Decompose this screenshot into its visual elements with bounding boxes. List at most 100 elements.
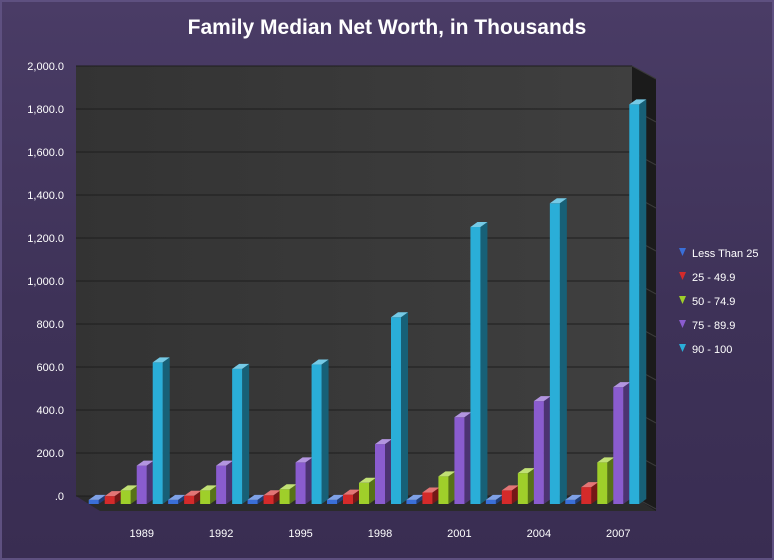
bar-top	[152, 357, 170, 363]
bar	[391, 312, 408, 504]
bar	[470, 221, 488, 504]
bar-front	[470, 226, 481, 504]
y-tick-label: 1,800.0	[27, 104, 64, 116]
bar	[200, 485, 218, 504]
bar-side	[257, 494, 265, 504]
y-tick-label: 200.0	[36, 448, 64, 460]
bar	[454, 412, 472, 504]
legend-item: 25 - 49.9	[679, 272, 735, 284]
bar	[311, 359, 329, 504]
bar-top	[88, 494, 106, 500]
bar-front	[613, 387, 624, 504]
bar-top	[613, 382, 631, 388]
bar	[485, 494, 503, 504]
bar-side	[623, 382, 631, 504]
bar-top	[295, 457, 313, 463]
bar-side	[543, 396, 551, 504]
bar-side	[559, 198, 567, 505]
bar-front	[406, 499, 417, 504]
bar-side	[337, 494, 344, 504]
bar-front	[279, 489, 290, 504]
chart-title: Family Median Net Worth, in Thousands	[188, 16, 587, 39]
bar	[232, 363, 250, 504]
bar	[549, 198, 567, 505]
y-tick-label: 1,600.0	[27, 147, 64, 159]
y-axis: 2,000.0 1,800.0 1,600.0 1,400.0 1,200.0 1,000…	[27, 61, 64, 503]
bar-side	[321, 359, 329, 504]
bar-front	[263, 495, 274, 504]
bar-front	[120, 490, 131, 504]
bar	[565, 494, 583, 504]
y-tick-label: 600.0	[36, 362, 64, 374]
bar-top	[359, 477, 376, 483]
side-gridline	[631, 65, 657, 80]
legend-label: 90 - 100	[692, 344, 732, 356]
bar-front	[597, 462, 608, 504]
bar	[120, 485, 138, 504]
legend-label: 75 - 89.9	[692, 320, 735, 332]
legend-swatch	[679, 320, 686, 328]
bar-side	[495, 494, 503, 504]
bar-side	[130, 485, 138, 504]
bar	[184, 490, 202, 504]
bar	[422, 487, 440, 504]
bar-side	[146, 460, 154, 504]
legend-item: 75 - 89.9	[679, 320, 735, 332]
bar-top	[279, 484, 297, 490]
bar-front	[343, 494, 353, 504]
bars	[88, 99, 647, 505]
bar-front	[88, 499, 99, 504]
bar-top	[517, 468, 535, 474]
bar	[152, 357, 170, 504]
bar-side	[242, 363, 250, 504]
bar-side	[210, 485, 218, 504]
bar	[359, 477, 376, 504]
bar-side	[305, 457, 313, 504]
bar	[406, 494, 424, 504]
bar-front	[136, 465, 147, 504]
bar	[629, 99, 647, 505]
bar-side	[162, 357, 170, 504]
x-tick-label: 1998	[368, 528, 392, 540]
bar-top	[422, 487, 440, 493]
bar-front	[152, 362, 163, 504]
bar-side	[178, 494, 186, 504]
bar-front	[311, 364, 322, 504]
bar-top	[120, 485, 138, 491]
bar-front	[565, 499, 576, 504]
bar-side	[480, 221, 488, 504]
bar-front	[375, 444, 385, 504]
bar	[88, 494, 106, 504]
bar-top	[549, 198, 567, 204]
bar-top	[533, 396, 551, 402]
bar	[295, 457, 313, 504]
bar-side	[401, 312, 408, 504]
x-tick-label: 1995	[288, 528, 312, 540]
bar-top	[168, 494, 186, 500]
bar-front	[200, 490, 211, 504]
bar	[247, 494, 265, 504]
bar	[375, 439, 392, 504]
bar-top	[391, 312, 408, 318]
x-axis: 1989 1992 1995 1998 2001 2004 2007	[129, 528, 630, 540]
bar-top	[375, 439, 392, 445]
bar	[136, 460, 154, 504]
x-tick-label: 1992	[209, 528, 233, 540]
x-tick-label: 2007	[606, 528, 630, 540]
bar-front	[247, 499, 258, 504]
legend-label: 50 - 74.9	[692, 296, 735, 308]
bar	[597, 457, 615, 504]
x-tick-label: 1989	[129, 528, 153, 540]
bar-top	[343, 489, 360, 495]
bar-side	[575, 494, 583, 504]
bar-side	[464, 412, 472, 504]
legend-swatch	[679, 248, 686, 256]
y-tick-label: 1,000.0	[27, 276, 64, 288]
bar-side	[511, 485, 519, 504]
bar-side	[353, 489, 360, 504]
bar-front	[549, 203, 560, 505]
x-tick-label: 2004	[527, 528, 551, 540]
bar-top	[454, 412, 472, 418]
